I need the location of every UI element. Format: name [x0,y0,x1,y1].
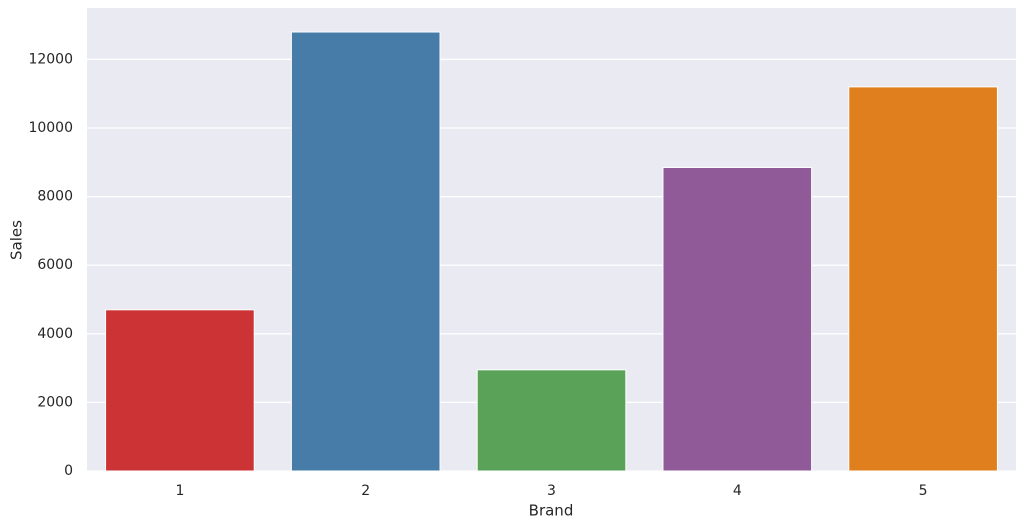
y-tick-label: 8000 [37,189,73,205]
x-tick-label: 3 [547,483,556,499]
y-axis-label: Sales [8,220,26,260]
y-tick-label: 12000 [28,51,73,67]
y-tick-label: 0 [64,463,73,479]
x-axis-label: Brand [529,502,574,520]
y-tick-label: 4000 [37,326,73,342]
x-tick-label: 4 [733,483,742,499]
bar [105,309,255,472]
bar [290,31,441,472]
y-tick-label: 2000 [37,394,73,410]
bar [848,86,998,472]
y-tick-label: 6000 [37,257,73,273]
x-tick-label: 5 [919,483,928,499]
bar [662,166,813,472]
x-tick-label: 1 [175,483,184,499]
y-tick-label: 10000 [28,120,73,136]
bar [476,369,627,472]
x-tick-label: 2 [361,483,370,499]
